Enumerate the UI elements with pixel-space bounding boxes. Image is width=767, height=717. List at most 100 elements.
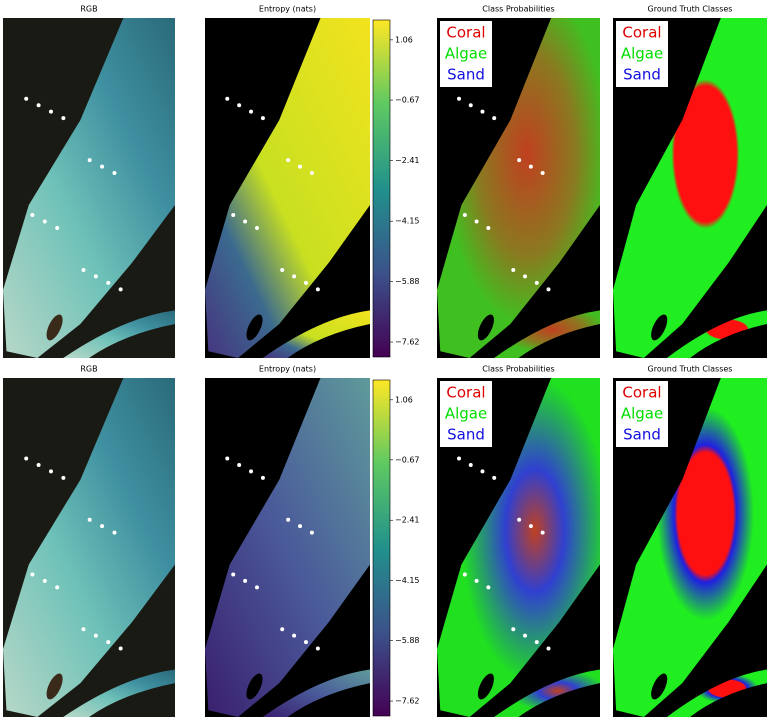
sample-point bbox=[225, 457, 229, 461]
sample-point bbox=[463, 572, 467, 576]
legend-entry: Algae bbox=[445, 405, 487, 423]
panel-title: Ground Truth Classes bbox=[648, 5, 733, 14]
colorbar-tick-label: −2.41 bbox=[395, 516, 420, 525]
sample-point bbox=[316, 287, 320, 291]
sample-point bbox=[255, 585, 259, 589]
legend-entry: Coral bbox=[622, 384, 661, 402]
legend-entry: Sand bbox=[623, 66, 661, 84]
legend-entry: Sand bbox=[623, 426, 661, 444]
sample-point bbox=[304, 640, 308, 644]
sample-point bbox=[100, 165, 104, 169]
legend-entry: Coral bbox=[446, 384, 485, 402]
sample-point bbox=[280, 627, 284, 631]
sample-point bbox=[49, 469, 53, 473]
sample-point bbox=[225, 97, 229, 101]
sample-point bbox=[100, 524, 104, 528]
sample-point bbox=[24, 457, 28, 461]
sample-point bbox=[475, 579, 479, 583]
sample-point bbox=[475, 219, 479, 223]
sample-point bbox=[231, 213, 235, 217]
colorbar bbox=[373, 20, 390, 357]
sample-point bbox=[480, 110, 484, 114]
panel-title: RGB bbox=[80, 5, 97, 14]
sample-point bbox=[546, 287, 550, 291]
sample-point bbox=[463, 213, 467, 217]
panel-title: RGB bbox=[80, 365, 97, 374]
sample-point bbox=[30, 213, 34, 217]
sample-point bbox=[280, 268, 284, 272]
sample-point bbox=[541, 531, 545, 535]
sample-point bbox=[523, 634, 527, 638]
legend-entry: Sand bbox=[447, 66, 485, 84]
sample-point bbox=[535, 281, 539, 285]
sample-point bbox=[541, 171, 545, 175]
colorbar-tick-label: −5.88 bbox=[395, 636, 420, 645]
sample-point bbox=[469, 103, 473, 107]
legend-entry: Sand bbox=[447, 426, 485, 444]
sample-point bbox=[529, 524, 533, 528]
colorbar-tick-label: −2.41 bbox=[395, 156, 420, 165]
legend-entry: Algae bbox=[621, 405, 663, 423]
legend-entry: Algae bbox=[621, 45, 663, 63]
sample-point bbox=[243, 219, 247, 223]
sample-point bbox=[119, 287, 123, 291]
sample-point bbox=[511, 627, 515, 631]
sample-point bbox=[249, 469, 253, 473]
sample-point bbox=[298, 524, 302, 528]
sample-point bbox=[523, 274, 527, 278]
sample-point bbox=[261, 476, 265, 480]
sample-point bbox=[237, 463, 241, 467]
sample-point bbox=[43, 579, 47, 583]
sample-point bbox=[88, 518, 92, 522]
sample-point bbox=[249, 110, 253, 114]
panel-title: Class Probabilities bbox=[482, 5, 554, 14]
panel-title: Entropy (nats) bbox=[259, 365, 316, 374]
sample-point bbox=[55, 226, 59, 230]
sample-point bbox=[37, 463, 41, 467]
colorbar-tick-label: 1.06 bbox=[395, 395, 413, 404]
panel-title: Ground Truth Classes bbox=[648, 365, 733, 374]
colorbar-tick-label: −5.88 bbox=[395, 277, 420, 286]
sample-point bbox=[261, 116, 265, 120]
sample-point bbox=[492, 116, 496, 120]
sample-point bbox=[231, 572, 235, 576]
sample-point bbox=[61, 116, 65, 120]
sample-point bbox=[316, 647, 320, 651]
colorbar-tick-label: −7.62 bbox=[395, 338, 420, 347]
sample-point bbox=[310, 531, 314, 535]
sample-point bbox=[237, 103, 241, 107]
sample-point bbox=[517, 518, 521, 522]
colorbar-tick-label: −4.15 bbox=[395, 576, 420, 585]
colorbar-tick-label: 1.06 bbox=[395, 35, 413, 44]
sample-point bbox=[94, 634, 98, 638]
sample-point bbox=[486, 585, 490, 589]
sample-point bbox=[469, 463, 473, 467]
panel-title: Class Probabilities bbox=[482, 365, 554, 374]
sample-point bbox=[457, 457, 461, 461]
sample-point bbox=[30, 572, 34, 576]
colorbar-tick-label: −0.67 bbox=[395, 96, 420, 105]
sample-point bbox=[457, 97, 461, 101]
sample-point bbox=[292, 634, 296, 638]
sample-point bbox=[43, 219, 47, 223]
sample-point bbox=[55, 585, 59, 589]
sample-point bbox=[286, 518, 290, 522]
legend-entry: Algae bbox=[445, 45, 487, 63]
sample-point bbox=[112, 171, 116, 175]
sample-point bbox=[243, 579, 247, 583]
sample-point bbox=[94, 274, 98, 278]
colorbar-tick-label: −4.15 bbox=[395, 217, 420, 226]
sample-point bbox=[310, 171, 314, 175]
sample-point bbox=[81, 268, 85, 272]
sample-point bbox=[37, 103, 41, 107]
sample-point bbox=[24, 97, 28, 101]
sample-point bbox=[480, 469, 484, 473]
sample-point bbox=[511, 268, 515, 272]
colorbar-tick-label: −0.67 bbox=[395, 455, 420, 464]
panel-title: Entropy (nats) bbox=[259, 5, 316, 14]
legend-entry: Coral bbox=[446, 24, 485, 42]
sample-point bbox=[106, 281, 110, 285]
sample-point bbox=[535, 640, 539, 644]
sample-point bbox=[286, 158, 290, 162]
sample-point bbox=[255, 226, 259, 230]
